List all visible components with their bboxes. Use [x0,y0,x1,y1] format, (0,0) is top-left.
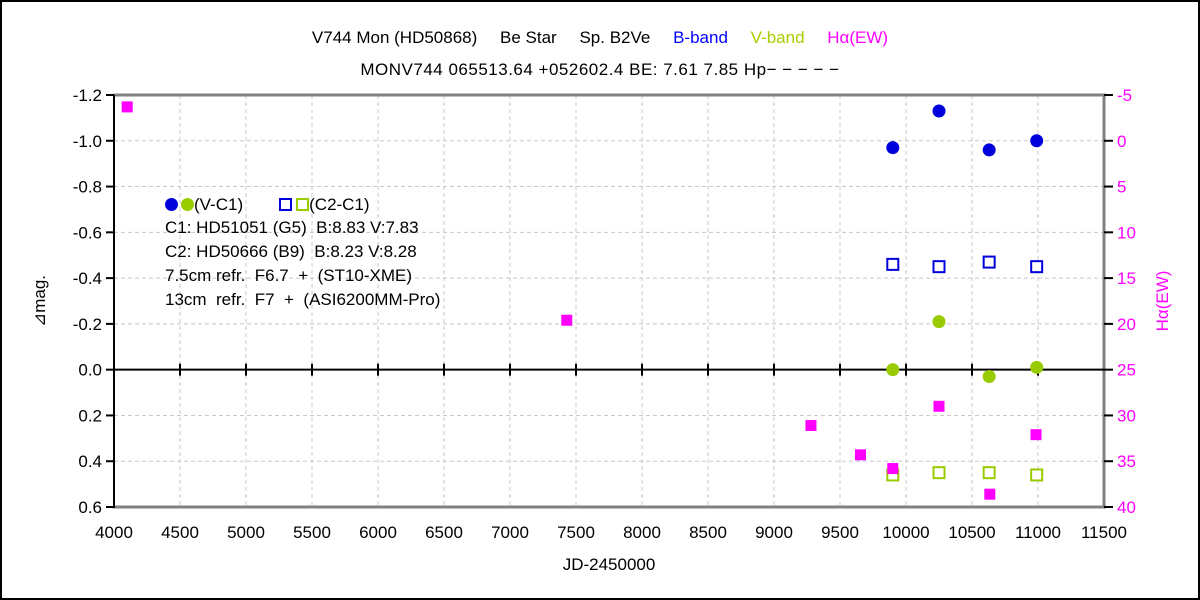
v-filled-circle-icon [181,198,194,211]
y-right-tick-label: 30 [1117,406,1136,425]
y-left-tick-label: -0.8 [73,178,102,197]
x-tick-label: 6500 [425,523,463,542]
y-right-tick-label: -5 [1117,86,1132,105]
marker-Hα(EW) [887,463,899,475]
y-axis-right-title: Hα(EW) [1153,270,1172,332]
x-tick-label: 4000 [95,523,133,542]
marker-B-band (C2-C1) [1030,260,1044,274]
marker-Hα(EW) [121,101,133,113]
b-filled-circle-icon [165,198,178,211]
x-tick-label: 10500 [948,523,995,542]
y-left-tick-label: -0.2 [73,315,102,334]
legend-comp2-line: C2: HD50666 (B9) B:8.23 V:8.28 [165,242,417,261]
marker-V-band (V-C1) [886,363,900,377]
y-right-tick-label: 25 [1117,361,1136,380]
y-left-tick-label: -0.6 [73,223,102,242]
marker-Hα(EW) [805,420,817,432]
marker-Hα(EW) [933,400,945,412]
y-right-tick-label: 5 [1117,178,1126,197]
marker-V-band (C2-C1) [932,466,946,480]
y-right-tick-label: 20 [1117,315,1136,334]
marker-V-band (V-C1) [932,315,946,329]
v-open-square-icon [296,198,310,211]
marker-Hα(EW) [984,488,996,500]
x-tick-label: 10000 [882,523,929,542]
x-tick-label: 8000 [623,523,661,542]
y-left-tick-label: -1.2 [73,86,102,105]
title-v-band-label: V-band [750,28,805,47]
x-tick-label: 7000 [491,523,529,542]
legend-comp1-line: C1: HD51051 (G5) B:8.83 V:7.83 [165,218,419,237]
x-tick-label: 5500 [293,523,331,542]
chart-subtitle: MONV744 065513.64 +052602.4 BE: 7.61 7.8… [360,60,840,79]
x-tick-label: 11000 [1015,523,1061,542]
x-tick-label: 8500 [689,523,727,542]
b-open-square-icon [279,198,293,211]
y-right-tick-label: 0 [1117,132,1126,151]
y-left-tick-label: -0.4 [73,269,102,288]
x-tick-label: 11500 [1081,523,1127,542]
title-b-band-label: B-band [673,28,728,47]
chart-title: V744 Mon (HD50868) Be Star Sp. B2Ve B-ba… [2,28,1198,48]
marker-B-band (C2-C1) [982,255,996,269]
x-tick-label: 7500 [557,523,595,542]
marker-V-band (C2-C1) [1030,468,1044,482]
legend-block: (V-C1) (C2-C1) C1: HD51051 (G5) B:8.83 V… [165,193,440,312]
y-right-tick-label: 40 [1117,498,1136,517]
y-right-tick-label: 15 [1117,269,1136,288]
title-star-type: Be Star [500,28,557,47]
y-left-tick-label: 0.4 [78,452,102,471]
marker-B-band (V-C1) [886,141,900,155]
y-right-tick-label: 35 [1117,452,1136,471]
marker-Hα(EW) [854,449,866,461]
title-spectral-type: Sp. B2Ve [579,28,651,47]
legend-marker-row: (V-C1) (C2-C1) [165,193,440,216]
y-left-tick-label: 0.0 [78,361,102,380]
x-tick-label: 6000 [359,523,397,542]
marker-V-band (V-C1) [982,370,996,384]
x-tick-label: 4500 [161,523,199,542]
x-tick-label: 9500 [821,523,859,542]
marker-B-band (V-C1) [1030,134,1044,148]
y-left-tick-label: -1.0 [73,132,102,151]
y-right-tick-label: 10 [1117,223,1136,242]
marker-V-band (C2-C1) [982,466,996,480]
marker-B-band (V-C1) [932,104,946,118]
x-tick-label: 9000 [755,523,793,542]
legend-scope1-line: 7.5cm refr. F6.7 + (ST10-XME) [165,266,413,285]
title-star-name: V744 Mon (HD50868) [311,28,478,47]
y-left-tick-label: 0.2 [78,406,102,425]
marker-B-band (V-C1) [982,143,996,157]
x-axis-title: JD-2450000 [562,555,656,574]
legend-scope2-line: 13cm refr. F7 + (ASI6200MM-Pro) [165,290,441,309]
marker-V-band (V-C1) [1030,360,1044,374]
legend-c2c1-label: (C2-C1) [309,194,370,214]
marker-Hα(EW) [561,314,573,326]
marker-B-band (C2-C1) [886,257,900,271]
y-left-tick-label: 0.6 [78,498,102,517]
title-halpha-label: Hα(EW) [827,28,889,47]
x-tick-label: 5000 [227,523,265,542]
marker-Hα(EW) [1030,429,1042,441]
marker-B-band (C2-C1) [932,260,946,274]
legend-vc1-label: (V-C1) [194,194,244,214]
y-axis-left-title: ⊿mag. [30,274,49,328]
